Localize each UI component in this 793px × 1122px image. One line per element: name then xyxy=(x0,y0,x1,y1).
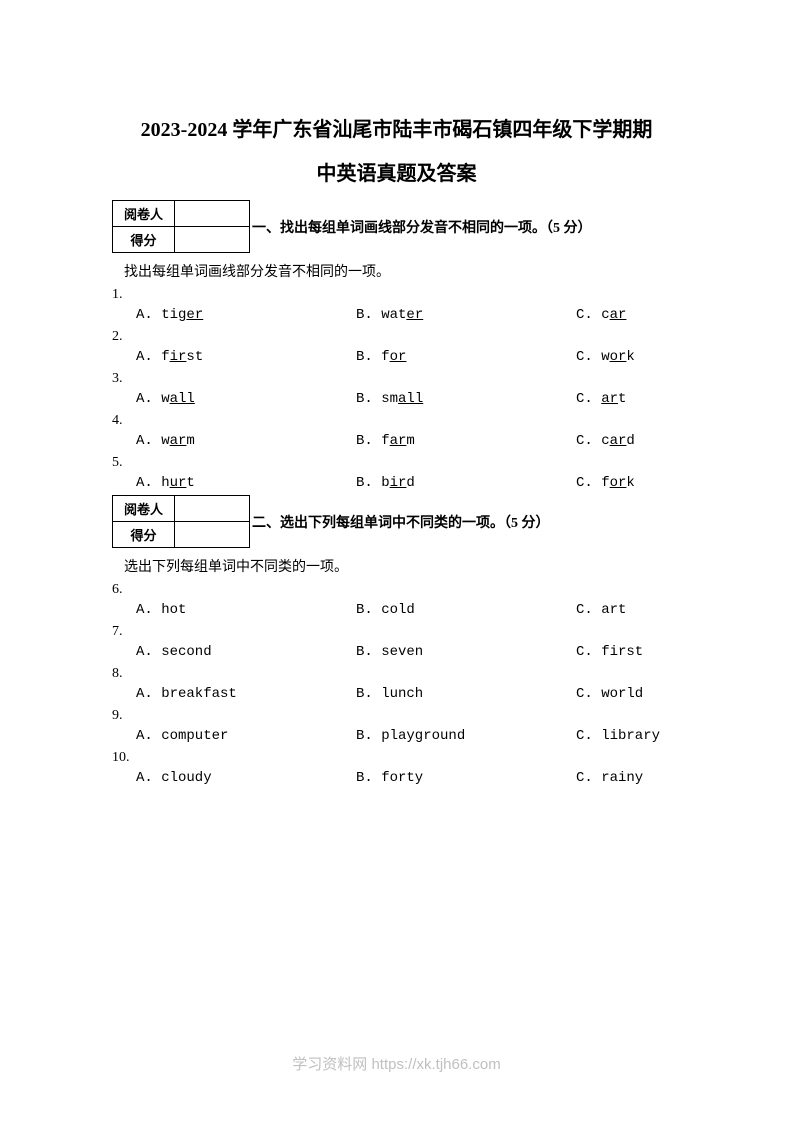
page-title-line2: 中英语真题及答案 xyxy=(112,156,681,192)
q9-option-c: C. library xyxy=(576,728,681,744)
q10-option-b: B. forty xyxy=(356,770,576,786)
q4-num: 4. xyxy=(112,413,681,429)
score-table2-reviewer-blank xyxy=(175,496,250,522)
q8-num: 8. xyxy=(112,666,681,682)
q4-option-b: B. farm xyxy=(356,433,576,449)
score-table2-score-blank xyxy=(175,522,250,548)
q2-option-c: C. work xyxy=(576,349,681,365)
section1-title: 一、找出每组单词画线部分发音不相同的一项。（5 分） xyxy=(252,217,592,237)
q10-option-c: C. rainy xyxy=(576,770,681,786)
q5-option-c: C. fork xyxy=(576,475,681,491)
q8-option-c: C. world xyxy=(576,686,681,702)
score-table-score-blank xyxy=(175,227,250,253)
q5-num: 5. xyxy=(112,455,681,471)
q10-num: 10. xyxy=(112,750,681,766)
score-table-1: 阅卷人 得分 xyxy=(112,200,250,253)
q6-option-c: C. art xyxy=(576,602,681,618)
q7-options: A. second B. seven C. first xyxy=(136,644,681,660)
q10-option-a: A. cloudy xyxy=(136,770,356,786)
q9-option-a: A. computer xyxy=(136,728,356,744)
page-title-line1: 2023-2024 学年广东省汕尾市陆丰市碣石镇四年级下学期期 xyxy=(112,112,681,148)
section2-header: 阅卷人 得分 二、选出下列每组单词中不同类的一项。（5 分） xyxy=(112,495,681,548)
q7-option-b: B. seven xyxy=(356,644,576,660)
section2-instruction: 选出下列每组单词中不同类的一项。 xyxy=(124,556,681,576)
q6-options: A. hot B. cold C. art xyxy=(136,602,681,618)
score-table-2: 阅卷人 得分 xyxy=(112,495,250,548)
q6-option-b: B. cold xyxy=(356,602,576,618)
q5-options: A. hurt B. bird C. fork xyxy=(136,475,681,491)
q1-option-b: B. water xyxy=(356,307,576,323)
q4-option-a: A. warm xyxy=(136,433,356,449)
q5-option-b: B. bird xyxy=(356,475,576,491)
q6-option-a: A. hot xyxy=(136,602,356,618)
q8-option-b: B. lunch xyxy=(356,686,576,702)
q8-options: A. breakfast B. lunch C. world xyxy=(136,686,681,702)
q7-option-c: C. first xyxy=(576,644,681,660)
q1-options: A. tiger B. water C. car xyxy=(136,307,681,323)
score-table-reviewer-blank xyxy=(175,201,250,227)
q5-option-a: A. hurt xyxy=(136,475,356,491)
q3-option-a: A. wall xyxy=(136,391,356,407)
q1-option-a: A. tiger xyxy=(136,307,356,323)
q7-num: 7. xyxy=(112,624,681,640)
footer-watermark: 学习资料网 https://xk.tjh66.com xyxy=(0,1053,793,1074)
q6-num: 6. xyxy=(112,582,681,598)
q2-option-b: B. for xyxy=(356,349,576,365)
q3-option-b: B. small xyxy=(356,391,576,407)
section1-instruction: 找出每组单词画线部分发音不相同的一项。 xyxy=(124,261,681,281)
q7-option-a: A. second xyxy=(136,644,356,660)
q9-options: A. computer B. playground C. library xyxy=(136,728,681,744)
score-table2-score-label: 得分 xyxy=(113,522,175,548)
q3-options: A. wall B. small C. art xyxy=(136,391,681,407)
q3-num: 3. xyxy=(112,371,681,387)
q1-option-c: C. car xyxy=(576,307,681,323)
q2-option-a: A. first xyxy=(136,349,356,365)
q9-num: 9. xyxy=(112,708,681,724)
section2-title: 二、选出下列每组单词中不同类的一项。（5 分） xyxy=(252,512,550,532)
score-table-reviewer-label: 阅卷人 xyxy=(113,201,175,227)
q10-options: A. cloudy B. forty C. rainy xyxy=(136,770,681,786)
q4-options: A. warm B. farm C. card xyxy=(136,433,681,449)
score-table2-reviewer-label: 阅卷人 xyxy=(113,496,175,522)
q4-option-c: C. card xyxy=(576,433,681,449)
q2-num: 2. xyxy=(112,329,681,345)
section1-header: 阅卷人 得分 一、找出每组单词画线部分发音不相同的一项。（5 分） xyxy=(112,200,681,253)
q3-option-c: C. art xyxy=(576,391,681,407)
q9-option-b: B. playground xyxy=(356,728,576,744)
score-table-score-label: 得分 xyxy=(113,227,175,253)
q2-options: A. first B. for C. work xyxy=(136,349,681,365)
q8-option-a: A. breakfast xyxy=(136,686,356,702)
q1-num: 1. xyxy=(112,287,681,303)
